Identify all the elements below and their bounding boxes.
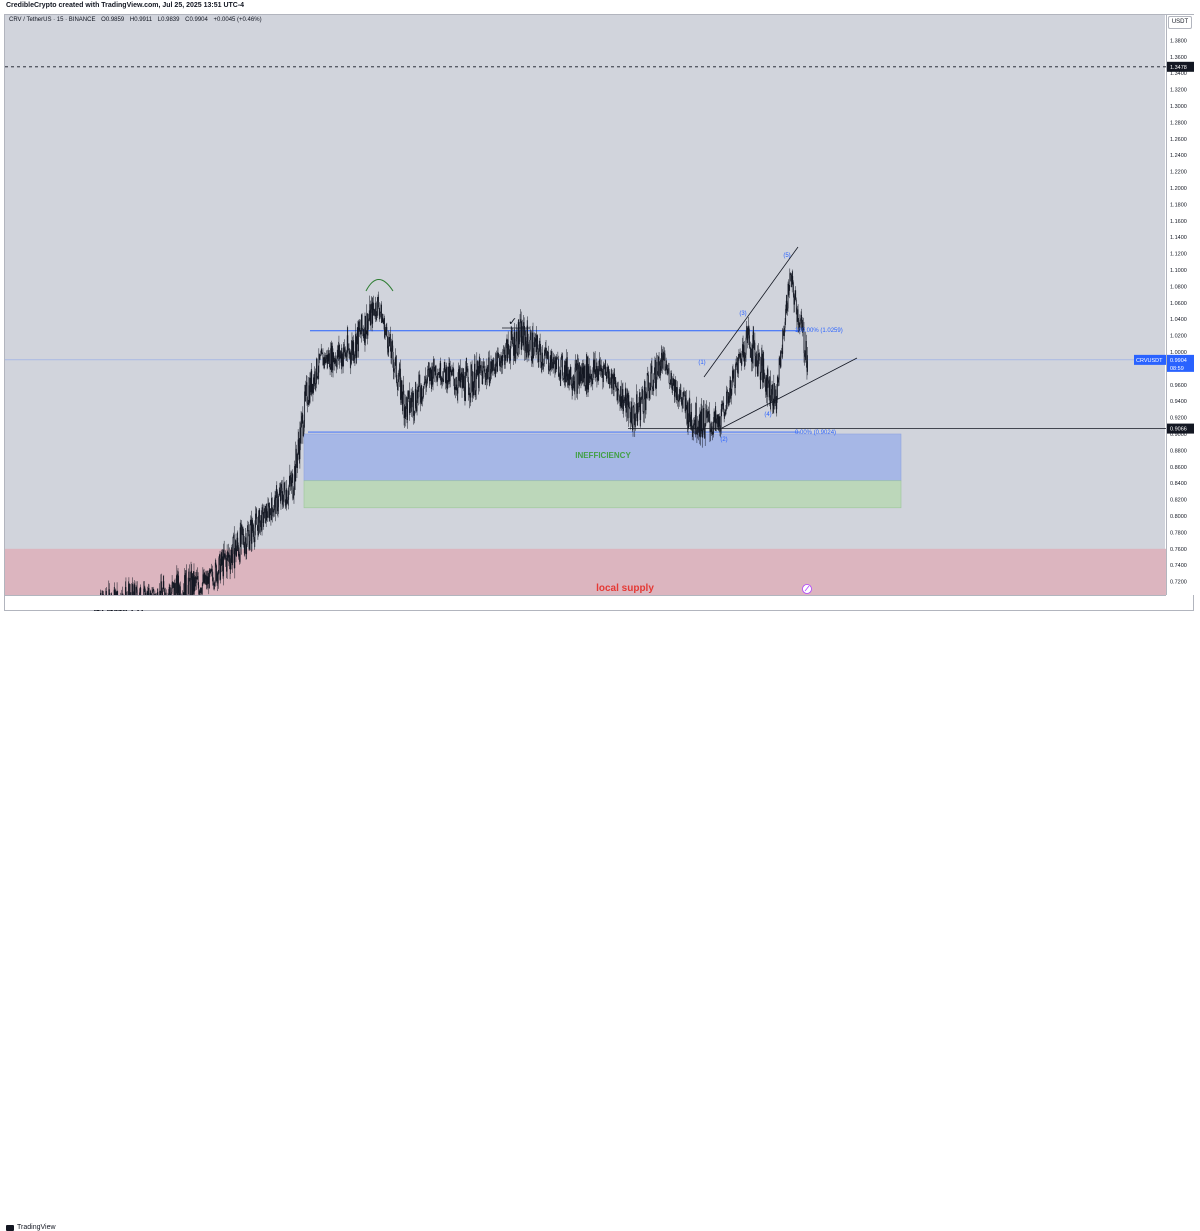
tradingview-icon — [6, 1225, 14, 1231]
symbol-name: CRV / TetherUS · 15 · BINANCE — [9, 17, 95, 23]
time-axis[interactable] — [5, 595, 1166, 610]
ohlc-change: +0.0045 (+0.46%) — [214, 17, 262, 23]
tradingview-logo[interactable]: TradingView — [6, 1224, 56, 1231]
price-axis[interactable] — [1166, 15, 1195, 595]
tradingview-wordmark: TradingView — [17, 1224, 56, 1231]
plot-area[interactable] — [5, 15, 1165, 595]
ohlc-low: 0.9839 — [161, 17, 179, 23]
footer-bar: TradingView — [0, 611, 1200, 626]
ohlc-open: 0.9859 — [106, 17, 124, 23]
ohlc-close: 0.9904 — [190, 17, 208, 23]
header-bar: CredibleCrypto created with TradingView.… — [0, 0, 1200, 14]
symbol-legend: CRV / TetherUS · 15 · BINANCE O0.9859 H0… — [9, 17, 262, 23]
chart-credit: CredibleCrypto created with TradingView.… — [6, 2, 244, 9]
ohlc-high: 0.9911 — [134, 17, 152, 23]
currency-selector[interactable]: USDT — [1168, 16, 1192, 29]
